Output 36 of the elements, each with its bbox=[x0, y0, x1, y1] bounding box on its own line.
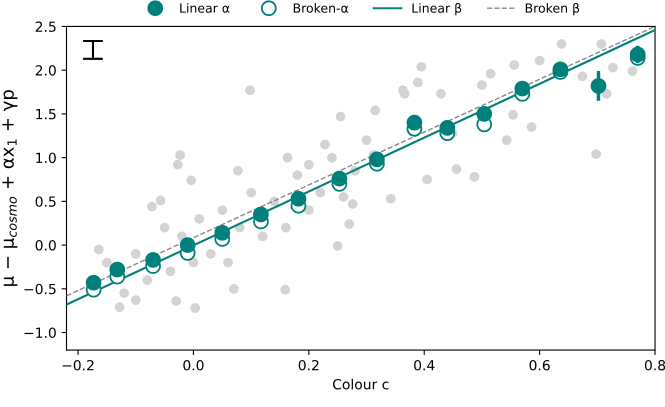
x-tick-label: 0.8 bbox=[644, 360, 665, 370]
point bbox=[552, 61, 568, 78]
y-tick-label: −0.5 bbox=[24, 284, 56, 294]
point bbox=[145, 252, 161, 268]
point bbox=[630, 46, 646, 62]
x-tick-label: 0.6 bbox=[530, 360, 550, 370]
point bbox=[214, 224, 230, 241]
y-tick-label: 2.5 bbox=[36, 21, 56, 32]
y-tick-label: 0.5 bbox=[36, 196, 56, 207]
y-tick-label: 0.0 bbox=[36, 240, 56, 251]
x-tick-label: 0.2 bbox=[298, 360, 318, 370]
point bbox=[590, 78, 606, 94]
legend-label: Linear α bbox=[180, 3, 230, 13]
x-tick-label: 0.4 bbox=[414, 360, 434, 370]
point bbox=[369, 152, 385, 168]
point bbox=[180, 237, 196, 253]
point bbox=[476, 106, 492, 122]
x-tick-label: −0.2 bbox=[62, 360, 94, 370]
point bbox=[439, 120, 456, 136]
point bbox=[332, 170, 348, 186]
point bbox=[290, 190, 306, 207]
point bbox=[406, 114, 422, 130]
x-tick-label: 0.0 bbox=[183, 360, 204, 370]
y-tick-label: 1.5 bbox=[36, 109, 56, 120]
legend-label: Broken-α bbox=[294, 3, 348, 13]
x-axis-title: Colour c bbox=[332, 378, 388, 390]
point bbox=[109, 262, 126, 278]
y-axis-title: μ − μ$_{cosmo}$ + αx$_{1}$ + γp bbox=[2, 90, 18, 286]
legend-label: Broken β bbox=[526, 3, 580, 16]
point bbox=[514, 80, 530, 96]
y-tick-label: 2.0 bbox=[36, 65, 56, 76]
y-tick-label: −1.0 bbox=[24, 328, 56, 338]
legend-label: Linear β bbox=[412, 3, 462, 16]
y-tick-label: 1.0 bbox=[36, 152, 56, 164]
point bbox=[253, 206, 269, 222]
point bbox=[86, 274, 102, 291]
